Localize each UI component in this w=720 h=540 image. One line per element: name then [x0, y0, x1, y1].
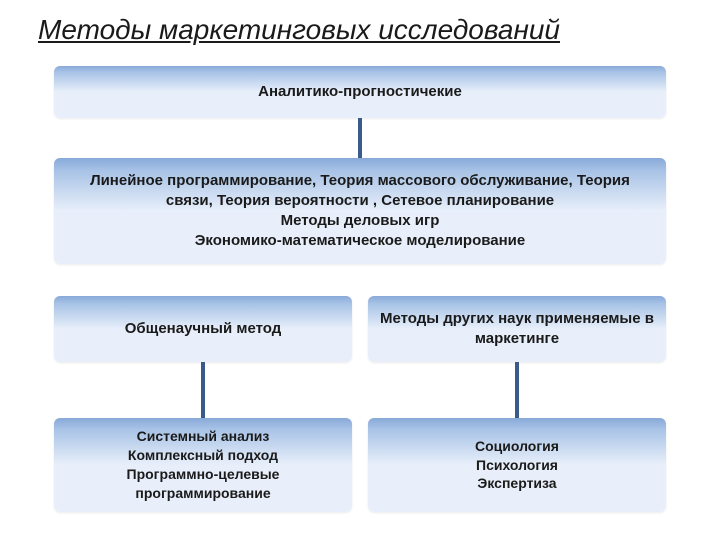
- connector-right: [515, 362, 519, 418]
- box-right-body-text: Социология Психология Экспертиза: [475, 437, 559, 494]
- box-right-header-text: Методы других наук применяемые в маркети…: [380, 309, 654, 350]
- connector-top-middle: [358, 118, 362, 158]
- box-top-text: Аналитико-прогностичекие: [258, 82, 462, 102]
- box-middle: Линейное программирование, Теория массов…: [54, 158, 666, 264]
- box-top: Аналитико-прогностичекие: [54, 66, 666, 118]
- connector-left: [201, 362, 205, 418]
- box-right-header: Методы других наук применяемые в маркети…: [368, 296, 666, 362]
- box-middle-text: Линейное программирование, Теория массов…: [66, 171, 654, 252]
- box-left-body-text: Системный анализ Комплексный подход Прог…: [66, 427, 340, 503]
- box-right-body: Социология Психология Экспертиза: [368, 418, 666, 512]
- box-left-header-text: Общенаучный метод: [125, 319, 282, 339]
- page-title: Методы маркетинговых исследований: [38, 14, 560, 46]
- box-left-body: Системный анализ Комплексный подход Прог…: [54, 418, 352, 512]
- box-left-header: Общенаучный метод: [54, 296, 352, 362]
